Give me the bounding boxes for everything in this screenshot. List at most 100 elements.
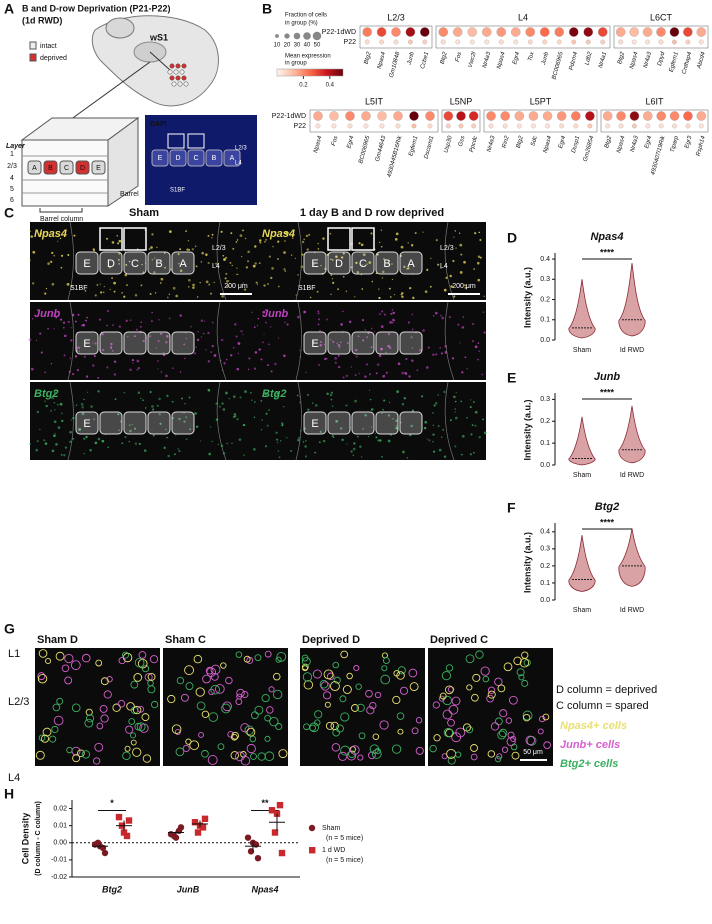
significance-label: * [110, 798, 114, 808]
signal-speck [297, 438, 300, 442]
signal-speck [233, 395, 236, 398]
gene-label: Npas4 [377, 51, 387, 70]
signal-speck [85, 375, 89, 378]
group-box [435, 25, 611, 49]
cell-outline [202, 674, 211, 684]
expression-dot [642, 27, 653, 37]
cell-outline [275, 656, 282, 663]
signal-speck [407, 242, 409, 244]
signal-speck [241, 256, 243, 258]
cell-outline [142, 665, 150, 673]
signal-speck [205, 280, 209, 284]
signal-speck [236, 267, 238, 269]
signal-speck [195, 265, 198, 268]
signal-speck [187, 239, 190, 242]
cell-outline [445, 664, 454, 672]
cell-outline [149, 655, 159, 664]
signal-speck [455, 391, 457, 394]
signal-speck [451, 357, 455, 360]
cell-legend: Btg2+ cells [560, 758, 618, 770]
signal-speck [461, 371, 464, 374]
cell-outline [475, 650, 484, 659]
dapi-layer-label: L4 [235, 161, 242, 167]
signal-speck [80, 403, 84, 406]
signal-speck [314, 404, 318, 407]
signal-speck [354, 399, 357, 403]
expression-dot [411, 123, 417, 129]
barrel-outline [327, 251, 351, 275]
signal-speck [136, 359, 140, 363]
signal-speck [113, 290, 116, 293]
signal-speck [368, 261, 372, 264]
layer-label: L2/3 [440, 245, 454, 252]
barrel [91, 160, 106, 175]
signal-speck [367, 435, 370, 438]
signal-speck [464, 284, 466, 287]
barrel-label: D [335, 258, 343, 270]
gene-label: Egr4 [558, 135, 567, 149]
signal-speck [207, 331, 210, 335]
group-box [309, 109, 439, 133]
cell-outline [462, 723, 472, 732]
cell-outline [278, 749, 288, 759]
highlight-box [167, 133, 185, 149]
cell-outline [357, 754, 364, 761]
signal-speck [433, 404, 436, 407]
signal-speck [203, 320, 206, 322]
signal-speck [184, 357, 186, 360]
cell-outline [324, 701, 331, 708]
signal-speck [307, 408, 310, 411]
cell-outline [372, 733, 380, 741]
barrel [27, 160, 42, 175]
gene-label: Ppcdc [469, 135, 479, 153]
signal-speck [381, 310, 384, 313]
signal-speck [129, 319, 132, 322]
signal-speck [329, 394, 332, 396]
y-tick-label: 0.02 [53, 805, 67, 812]
signal-speck [231, 442, 233, 444]
signal-speck [437, 425, 440, 428]
micrograph [258, 382, 486, 460]
signal-speck [183, 412, 185, 414]
cell-outline [487, 750, 496, 758]
signal-speck [160, 371, 163, 373]
signal-speck [479, 238, 482, 241]
signal-speck [365, 363, 369, 366]
signal-speck [473, 401, 475, 403]
signal-speck [301, 240, 305, 244]
signal-speck [44, 400, 46, 402]
signal-speck [57, 240, 59, 242]
cell-outline [185, 682, 194, 691]
cell-outline [269, 716, 279, 727]
cell-outline [125, 725, 134, 734]
signal-speck [70, 339, 73, 342]
signal-speck [437, 394, 439, 396]
cell-outline [486, 694, 494, 703]
signal-speck [183, 420, 186, 423]
signal-speck [129, 368, 132, 372]
expression-dot [531, 123, 536, 129]
signal-speck [422, 329, 425, 332]
cell-outline [338, 751, 348, 761]
signal-speck [97, 376, 100, 379]
signal-speck [154, 292, 157, 294]
signal-speck [389, 321, 392, 324]
signal-speck [159, 422, 162, 425]
gene-label: Abcd4 [696, 51, 707, 71]
cell-outline [340, 745, 351, 756]
signal-speck [112, 324, 114, 326]
signal-speck [281, 422, 283, 424]
signal-speck [276, 441, 279, 444]
layer-label: 5 [10, 186, 14, 193]
signal-speck [118, 239, 122, 243]
cell-outline [96, 722, 104, 730]
signal-speck [479, 256, 482, 259]
y-tick-label: 0.2 [540, 563, 550, 570]
cell-outline [128, 718, 136, 725]
signal-speck [304, 445, 307, 448]
signal-speck [94, 441, 98, 445]
barrel-label: B [155, 258, 162, 270]
signal-speck [411, 347, 414, 349]
legend-label: intact [40, 43, 57, 50]
expression-dot [488, 123, 494, 129]
